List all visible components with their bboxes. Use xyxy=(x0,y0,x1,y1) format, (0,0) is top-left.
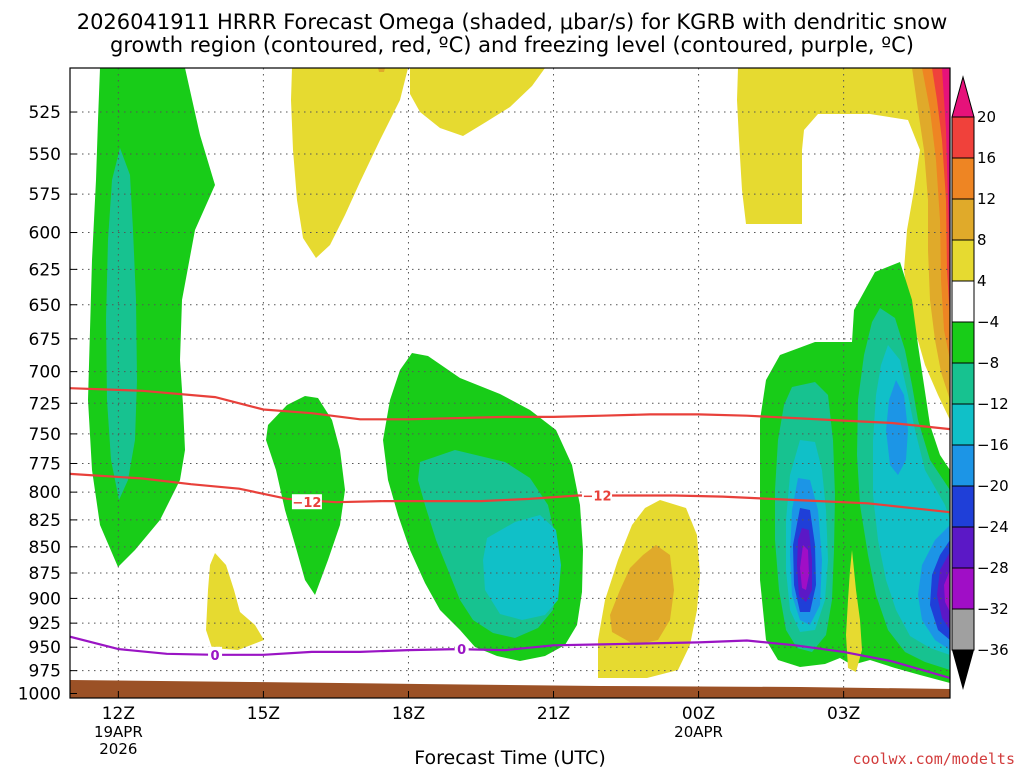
chart-title-line-1: 2026041911 HRRR Forecast Omega (shaded, … xyxy=(77,10,948,34)
y-tick-label-600: 600 xyxy=(29,224,61,244)
x-tick-sublabel-00Z-0: 20APR xyxy=(674,723,723,741)
colorbar-band-8 xyxy=(952,404,974,445)
y-tick-label-725: 725 xyxy=(29,394,61,414)
colorbar: 20 16 12 8 4 −4 −8 −12 −16 −20 −24 −28 −32 −36 xyxy=(951,75,1009,690)
y-tick-label-925: 925 xyxy=(29,614,61,634)
contour-lines: −12 −12 0 0 xyxy=(70,387,950,680)
x-tick-label-00Z: 00Z xyxy=(682,704,715,724)
y-tick-label-625: 625 xyxy=(29,260,61,280)
contour-label-bg-freezing-level-1 xyxy=(454,641,469,657)
y-tick-label-525: 525 xyxy=(29,103,61,123)
grid-lines xyxy=(70,68,950,698)
colorbar-top-triangle xyxy=(951,75,975,118)
colorbar-band-11 xyxy=(952,527,974,568)
contour-label-bg-dgz-cold-edge-0 xyxy=(291,494,322,510)
colorbar-band-12 xyxy=(952,568,974,609)
y-tick-label-975: 975 xyxy=(29,662,61,682)
omega-area-magenta-5 xyxy=(942,68,950,260)
omega-area-blue-6b xyxy=(886,380,908,475)
y-tick-label-950: 950 xyxy=(29,638,61,658)
y-tick-label-575: 575 xyxy=(29,185,61,205)
omega-area-purple-6a xyxy=(800,545,809,590)
x-tick-label-21Z: 21Z xyxy=(537,704,570,724)
y-tick-label-800: 800 xyxy=(29,483,61,503)
omega-area-yellow-top-2 xyxy=(410,68,545,136)
omega-area-purple-6b xyxy=(944,570,950,612)
colorbar-band-13 xyxy=(952,609,974,650)
contour-dgz-warm-edge xyxy=(70,387,950,431)
contour-label-freezing-level-1: 0 xyxy=(457,643,466,658)
x-tick-label-12Z: 12Z xyxy=(102,704,135,724)
colorbar-label-11: −28 xyxy=(977,559,1009,577)
x-tick-sublabel-12Z-0: 19APR xyxy=(94,723,143,741)
colorbar-label-2: 12 xyxy=(977,190,996,208)
contour-label-dgz-cold-edge-0: −12 xyxy=(292,496,321,511)
y-tick-label-675: 675 xyxy=(29,330,61,350)
y-tick-label-650: 650 xyxy=(29,296,61,316)
colorbar-label-4: 4 xyxy=(977,272,987,290)
ground-surface xyxy=(70,680,950,698)
colorbar-label-13: −36 xyxy=(977,641,1009,659)
contour-label-bg-freezing-level-0 xyxy=(208,646,223,662)
credit-text: coolwx.com/modelts xyxy=(852,750,1015,768)
colorbar-band-3 xyxy=(952,199,974,240)
y-tick-label-700: 700 xyxy=(29,363,61,383)
colorbar-label-0: 20 xyxy=(977,108,996,126)
omega-area-cyan-3 xyxy=(483,515,561,620)
colorbar-label-9: −20 xyxy=(977,477,1009,495)
plot-frame xyxy=(69,67,951,699)
colorbar-label-3: 8 xyxy=(977,231,987,249)
colorbar-band-9 xyxy=(952,445,974,486)
colorbar-label-7: −12 xyxy=(977,395,1009,413)
omega-area-indigo-6b xyxy=(937,552,950,630)
colorbar-bottom-triangle xyxy=(952,650,974,690)
y-tick-label-900: 900 xyxy=(29,589,61,609)
omega-shading xyxy=(88,68,950,683)
colorbar-label-6: −8 xyxy=(977,354,999,372)
colorbar-label-10: −24 xyxy=(977,518,1009,536)
colorbar-band-7 xyxy=(952,363,974,404)
x-axis-title: Forecast Time (UTC) xyxy=(414,747,605,768)
omega-area-orange-top xyxy=(378,68,385,72)
colorbar-label-8: −16 xyxy=(977,436,1009,454)
y-tick-label-750: 750 xyxy=(29,425,61,445)
y-tick-label-775: 775 xyxy=(29,454,61,474)
x-tick-sublabel-12Z-1: 2026 xyxy=(99,740,137,758)
colorbar-band-4 xyxy=(952,240,974,281)
contour-label-bg-dgz-cold-edge-1 xyxy=(582,487,613,503)
colorbar-label-1: 16 xyxy=(977,149,996,167)
x-tick-label-18Z: 18Z xyxy=(392,704,425,724)
omega-area-red-5 xyxy=(932,68,950,320)
y-axis: 525 550 575 600 625 650 675 700 725 750 775 800 825 8… xyxy=(18,103,77,704)
omega-area-yellow-small-1 xyxy=(206,553,264,650)
x-tick-label-03Z: 03Z xyxy=(827,704,860,724)
colorbar-band-2 xyxy=(952,158,974,199)
y-tick-label-1000: 1000 xyxy=(18,684,61,704)
y-tick-label-875: 875 xyxy=(29,564,61,584)
chart-title-line-2: growth region (contoured, red, ºC) and f… xyxy=(110,33,914,57)
colorbar-band-6 xyxy=(952,322,974,363)
contour-label-dgz-cold-edge-1: −12 xyxy=(583,490,612,505)
contour-dgz-cold-edge xyxy=(70,472,950,514)
colorbar-label-5: −4 xyxy=(977,313,999,331)
x-tick-label-15Z: 15Z xyxy=(247,704,280,724)
colorbar-label-12: −32 xyxy=(977,600,1009,618)
omega-area-yellow-small-2 xyxy=(846,550,862,672)
y-tick-label-850: 850 xyxy=(29,538,61,558)
omega-area-teal-1 xyxy=(106,148,137,500)
omega-area-orange-4 xyxy=(610,545,674,645)
colorbar-band-5 xyxy=(952,281,974,322)
y-tick-label-825: 825 xyxy=(29,511,61,531)
colorbar-band-10 xyxy=(952,486,974,527)
contour-label-freezing-level-0: 0 xyxy=(211,649,220,664)
omega-area-yellow-5 xyxy=(737,68,950,420)
y-tick-label-550: 550 xyxy=(29,145,61,165)
omega-area-yellow-top-1 xyxy=(291,68,408,258)
colorbar-band-1 xyxy=(952,117,974,158)
